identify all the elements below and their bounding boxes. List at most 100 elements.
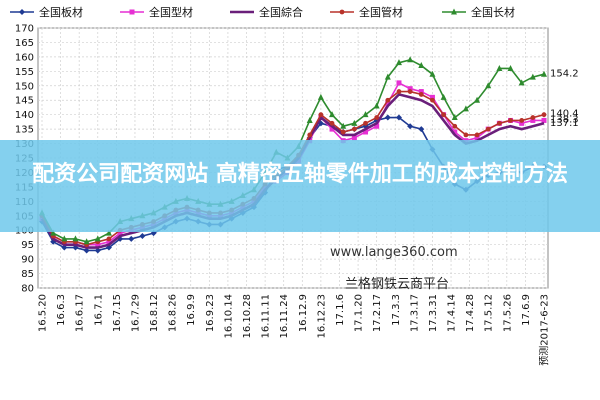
x-tick-label: 16.7.15 xyxy=(112,294,123,332)
data-point-series-5 xyxy=(462,105,469,112)
data-point-series-4 xyxy=(418,92,424,97)
y-tick-label: 170 xyxy=(15,24,34,35)
title-banner: 配资公司配资网站 高精密五轴零件加工的成本控制方法 xyxy=(0,140,600,232)
data-point-series-2 xyxy=(452,129,458,135)
data-point-series-4 xyxy=(329,120,335,126)
data-point-series-2 xyxy=(329,126,335,132)
x-tick-label: 17.1.20 xyxy=(354,294,365,332)
data-point-series-2 xyxy=(396,80,402,86)
data-point-series-1 xyxy=(384,114,391,121)
data-point-series-5 xyxy=(340,122,347,129)
end-value-label: 137.1 xyxy=(550,118,579,129)
data-point-series-5 xyxy=(317,93,324,100)
x-tick-label: 16.11.11 xyxy=(261,294,272,339)
data-point-series-2 xyxy=(351,135,357,141)
data-point-series-2 xyxy=(117,230,123,236)
legend-label: 全国板材 xyxy=(39,5,83,19)
y-tick-label: 135 xyxy=(15,125,34,136)
data-point-series-2 xyxy=(541,117,547,123)
data-point-series-5 xyxy=(407,56,414,63)
x-tick-label: 16.8.12 xyxy=(149,294,160,332)
data-point-series-4 xyxy=(474,132,480,138)
data-point-series-1 xyxy=(139,233,146,239)
end-value-label: 154.2 xyxy=(550,69,579,80)
data-point-series-4 xyxy=(374,115,380,120)
y-tick-label: 95 xyxy=(21,240,34,251)
data-point-series-5 xyxy=(507,64,514,71)
data-point-series-4 xyxy=(430,97,435,103)
data-point-series-4 xyxy=(519,118,525,123)
y-tick-label: 80 xyxy=(21,284,34,295)
data-point-series-4 xyxy=(452,123,458,129)
data-point-series-4 xyxy=(485,126,491,132)
y-tick-label: 165 xyxy=(15,38,34,49)
end-value-label: 140.4 xyxy=(550,109,579,120)
x-tick-label: 17.6.9 xyxy=(521,294,532,326)
data-point-series-5 xyxy=(351,119,358,126)
y-tick-label: 155 xyxy=(15,67,34,78)
x-tick-label: 16.9.9 xyxy=(186,294,197,326)
data-point-series-2 xyxy=(106,239,112,245)
data-point-series-5 xyxy=(362,111,369,118)
data-point-series-5 xyxy=(418,62,425,69)
data-point-series-5 xyxy=(496,64,503,71)
x-tick-label: 16.7.29 xyxy=(130,294,141,332)
x-tick-label: 16.12.9 xyxy=(298,294,309,332)
y-tick-label: 160 xyxy=(15,52,34,63)
data-point-series-5 xyxy=(50,229,57,236)
legend-label: 全国长材 xyxy=(471,5,515,19)
data-point-series-2 xyxy=(374,123,380,129)
data-point-series-2 xyxy=(519,120,525,126)
data-point-series-2 xyxy=(407,86,413,92)
data-point-series-5 xyxy=(373,102,380,109)
x-tick-label: 17.5.26 xyxy=(502,294,513,332)
data-point-series-2 xyxy=(418,89,424,95)
data-point-series-4 xyxy=(463,132,469,138)
x-tick-label: 17.5.12 xyxy=(484,294,495,332)
data-point-series-5 xyxy=(72,235,79,242)
x-tick-label: 16.6.17 xyxy=(75,294,86,332)
data-point-series-1 xyxy=(61,244,68,251)
x-tick-label: 16.8.26 xyxy=(168,294,179,332)
data-point-series-5 xyxy=(306,116,313,123)
data-point-series-5 xyxy=(429,70,436,77)
data-point-series-4 xyxy=(307,132,313,138)
end-value-label: 138.3 xyxy=(550,115,579,126)
x-tick-label: 16.7.1 xyxy=(93,294,104,326)
x-tick-label: 16.5.20 xyxy=(38,294,49,332)
x-tick-label: 17.3.17 xyxy=(409,294,420,332)
data-point-series-5 xyxy=(518,79,525,86)
data-point-series-4 xyxy=(318,112,324,118)
y-tick-label: 140 xyxy=(15,110,34,121)
data-point-series-4 xyxy=(441,112,446,118)
data-point-series-4 xyxy=(530,115,536,120)
data-point-series-2 xyxy=(429,94,435,100)
legend-label: 全国綜合 xyxy=(259,5,303,19)
data-point-series-5 xyxy=(541,70,547,77)
data-point-series-2 xyxy=(474,135,480,141)
data-point-series-5 xyxy=(83,238,90,245)
data-point-series-1 xyxy=(83,247,90,254)
y-tick-label: 150 xyxy=(15,81,34,92)
data-point-series-5 xyxy=(485,82,492,89)
legend-marker xyxy=(339,9,345,15)
x-tick-label: 17.1.6 xyxy=(335,294,346,326)
data-point-series-2 xyxy=(530,117,536,123)
x-tick-label: 16.11.24 xyxy=(279,294,290,339)
watermark-url: www.lange360.com xyxy=(330,245,458,260)
platform-name: 兰格钢铁云商平台 xyxy=(345,277,450,292)
x-tick-label: 16.12.23 xyxy=(316,294,327,339)
data-point-series-4 xyxy=(385,97,391,103)
data-point-series-5 xyxy=(395,59,402,66)
x-tick-label: 16.10.28 xyxy=(242,294,253,339)
data-point-series-4 xyxy=(496,120,502,126)
legend-marker xyxy=(129,9,135,15)
data-point-series-1 xyxy=(128,235,135,242)
data-point-series-1 xyxy=(94,247,101,254)
banner-title: 配资公司配资网站 高精密五轴零件加工的成本控制方法 xyxy=(32,162,568,187)
x-tick-label: 16.9.23 xyxy=(205,294,216,332)
data-point-series-2 xyxy=(385,100,391,106)
data-point-series-5 xyxy=(94,235,101,242)
data-point-series-4 xyxy=(351,126,357,132)
data-point-series-5 xyxy=(451,114,458,121)
